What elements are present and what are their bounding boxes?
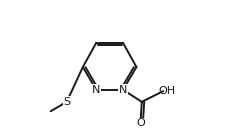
Text: N: N <box>118 85 127 95</box>
Text: N: N <box>92 85 100 95</box>
Text: S: S <box>63 97 70 107</box>
Text: OH: OH <box>158 86 175 96</box>
Text: O: O <box>136 118 144 128</box>
